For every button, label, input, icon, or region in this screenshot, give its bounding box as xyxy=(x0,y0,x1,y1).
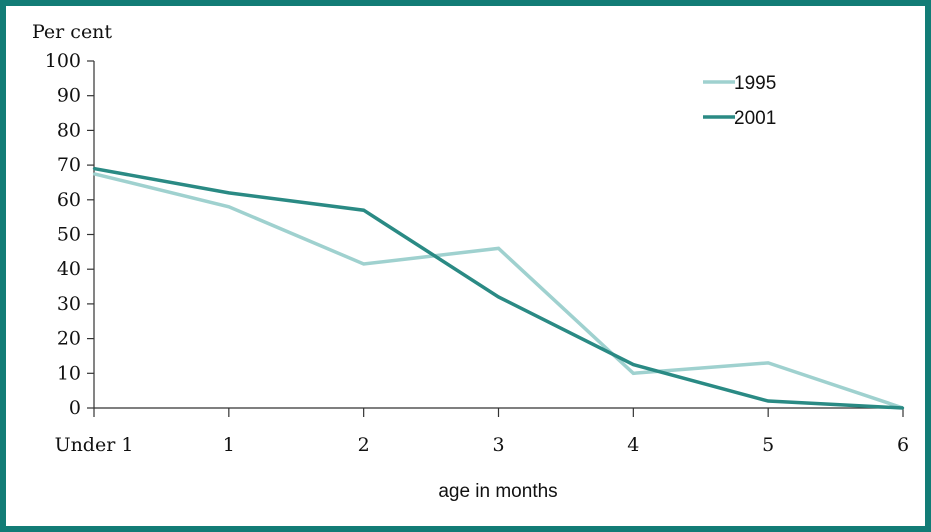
y-tick-label: 20 xyxy=(57,328,81,350)
x-tick-label: 2 xyxy=(358,434,370,456)
data-point-1995 xyxy=(632,372,635,375)
x-tick-label: Under 1 xyxy=(55,434,134,456)
legend-label-1995: 1995 xyxy=(734,73,776,94)
x-tick-label: 1 xyxy=(223,434,235,456)
y-tick-label: 90 xyxy=(57,85,81,107)
y-tick-label: 40 xyxy=(57,258,81,280)
x-tick-label: 3 xyxy=(492,434,504,456)
x-axis-label: age in months xyxy=(438,481,557,502)
data-point-2001 xyxy=(92,167,96,170)
y-tick-label: 0 xyxy=(69,397,81,419)
y-tick-label: 30 xyxy=(57,293,81,315)
series-layer xyxy=(92,166,905,410)
y-tick-label: 10 xyxy=(57,362,81,384)
y-tick-label: 70 xyxy=(57,154,81,176)
y-tick-label: 80 xyxy=(57,119,81,141)
data-point-1995 xyxy=(362,262,365,266)
series-line-1995 xyxy=(93,172,904,410)
data-point-2001 xyxy=(901,406,905,410)
data-point-2001 xyxy=(497,295,500,299)
y-tick-label: 100 xyxy=(45,50,81,72)
y-axis-label: Per cent xyxy=(32,21,112,43)
data-point-1995 xyxy=(92,172,96,175)
axes: 0 10 20 30 40 50 60 70 80 90 100 Under 1 1 2 3 4 5 6 xyxy=(45,50,909,456)
x-tick-label: 5 xyxy=(762,434,774,456)
x-tick-label: 4 xyxy=(627,434,639,456)
x-tick-label: 6 xyxy=(897,434,909,456)
data-point-2001 xyxy=(227,191,231,195)
data-point-1995 xyxy=(497,247,500,250)
data-point-1995 xyxy=(766,361,770,365)
legend-label-2001: 2001 xyxy=(734,108,776,129)
data-point-1995 xyxy=(227,205,231,208)
data-point-2001 xyxy=(362,209,365,212)
data-point-2001 xyxy=(632,363,635,366)
data-point-2001 xyxy=(766,399,770,403)
y-tick-label: 50 xyxy=(57,224,81,246)
y-tick-label: 60 xyxy=(57,189,81,211)
legend: 1995 2001 xyxy=(703,73,776,129)
